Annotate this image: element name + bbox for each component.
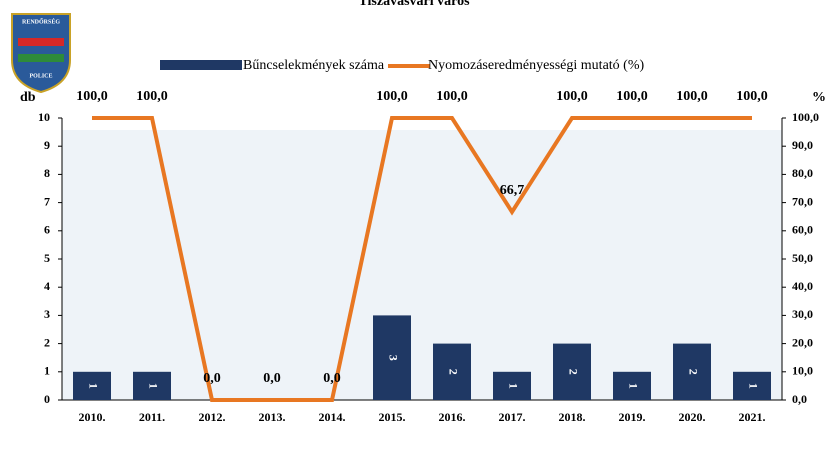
y2-tick-label: 0,0 xyxy=(792,392,807,406)
bar-value-label: 2 xyxy=(686,369,700,375)
bar-value-label: 3 xyxy=(386,355,400,361)
y-tick-label: 9 xyxy=(44,138,50,152)
y-tick-label: 1 xyxy=(44,364,50,378)
y-tick-label: 6 xyxy=(44,223,50,237)
y2-tick-label: 100,0 xyxy=(792,110,819,124)
chart-title: Tiszavasvári város xyxy=(358,0,470,9)
bar-value-label: 2 xyxy=(446,369,460,375)
line-value-label: 100,0 xyxy=(136,89,168,104)
y-axis-label: db xyxy=(20,90,36,105)
x-tick-label: 2010. xyxy=(79,410,106,424)
logo: RENDŐRSÉG POLICE xyxy=(12,14,70,92)
x-tick-label: 2013. xyxy=(259,410,286,424)
bar-value-label: 2 xyxy=(566,369,580,375)
y2-tick-label: 30,0 xyxy=(792,307,813,321)
y2-tick-label: 60,0 xyxy=(792,223,813,237)
logo-stripe xyxy=(18,54,64,62)
x-tick-label: 2011. xyxy=(139,410,165,424)
bar-value-label: 1 xyxy=(86,383,100,389)
x-tick-label: 2016. xyxy=(439,410,466,424)
x-tick-label: 2014. xyxy=(319,410,346,424)
bar-value-label: 1 xyxy=(506,383,520,389)
x-tick-label: 2021. xyxy=(739,410,766,424)
bar-value-label: 1 xyxy=(146,383,160,389)
y2-tick-label: 10,0 xyxy=(792,364,813,378)
logo-stripe xyxy=(18,38,64,46)
y-tick-label: 5 xyxy=(44,251,50,265)
y2-tick-label: 40,0 xyxy=(792,279,813,293)
line-value-label: 0,0 xyxy=(203,371,221,386)
y2-tick-label: 50,0 xyxy=(792,251,813,265)
legend-label: Bűncselekmények száma xyxy=(243,58,385,73)
y-tick-label: 4 xyxy=(44,279,50,293)
logo-text: POLICE xyxy=(29,73,52,79)
legend-swatch xyxy=(160,60,242,70)
line-value-label: 0,0 xyxy=(323,371,341,386)
x-tick-label: 2020. xyxy=(679,410,706,424)
y2-axis-label: % xyxy=(812,90,826,105)
line-value-label: 100,0 xyxy=(556,89,588,104)
y-tick-label: 8 xyxy=(44,166,50,180)
x-tick-label: 2019. xyxy=(619,410,646,424)
line-value-label: 66,7 xyxy=(500,183,525,198)
y-tick-label: 2 xyxy=(44,335,50,349)
x-tick-label: 2017. xyxy=(499,410,526,424)
y2-tick-label: 90,0 xyxy=(792,138,813,152)
y2-tick-label: 70,0 xyxy=(792,194,813,208)
y-tick-label: 3 xyxy=(44,307,50,321)
x-tick-label: 2018. xyxy=(559,410,586,424)
line-value-label: 100,0 xyxy=(616,89,648,104)
line-value-label: 100,0 xyxy=(376,89,408,104)
y2-tick-label: 80,0 xyxy=(792,166,813,180)
line-value-label: 100,0 xyxy=(676,89,708,104)
line-value-label: 100,0 xyxy=(76,89,108,104)
x-tick-label: 2015. xyxy=(379,410,406,424)
chart: Tiszavasvári város RENDŐRSÉG POLICE db %… xyxy=(0,0,828,444)
x-tick-label: 2012. xyxy=(199,410,226,424)
bar-value-label: 1 xyxy=(626,383,640,389)
logo-text: RENDŐRSÉG xyxy=(22,17,60,25)
legend-label: Nyomozáseredményességi mutató (%) xyxy=(428,58,644,73)
y2-tick-label: 20,0 xyxy=(792,335,813,349)
y-tick-label: 10 xyxy=(38,110,50,124)
y-tick-label: 0 xyxy=(44,392,50,406)
line-value-label: 100,0 xyxy=(736,89,768,104)
y-tick-label: 7 xyxy=(44,194,50,208)
line-value-label: 100,0 xyxy=(436,89,468,104)
logo-shield xyxy=(12,14,70,92)
line-value-label: 0,0 xyxy=(263,371,281,386)
bar-value-label: 1 xyxy=(746,383,760,389)
